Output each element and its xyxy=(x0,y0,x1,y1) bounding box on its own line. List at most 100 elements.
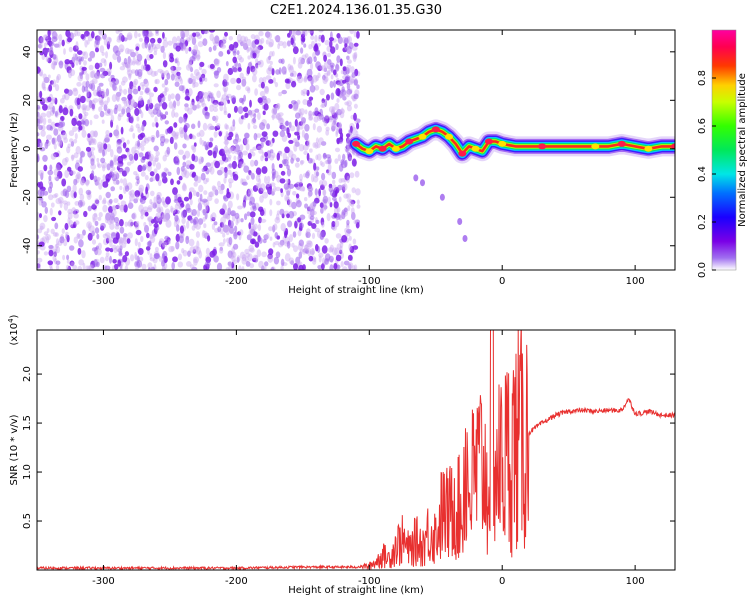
noise-dot xyxy=(174,112,179,118)
carrier-trace-blob xyxy=(671,143,675,150)
noise-dot xyxy=(146,136,152,142)
noise-dot xyxy=(76,171,81,179)
noise-dot xyxy=(137,133,144,141)
snr-panel: -300 -200 -100 0 100 0.51.01.52.0 Height of … xyxy=(7,314,676,596)
noise-dot xyxy=(140,209,146,215)
noise-dot xyxy=(286,199,291,206)
noise-dot xyxy=(62,94,66,100)
noise-dot xyxy=(335,233,342,239)
noise-dot xyxy=(166,127,173,134)
noise-dot xyxy=(220,183,225,191)
noise-dot xyxy=(80,95,86,104)
noise-dot xyxy=(289,30,296,36)
noise-dot xyxy=(271,114,278,119)
noise-dot xyxy=(80,177,85,186)
noise-dot xyxy=(136,178,140,185)
noise-dot xyxy=(229,146,234,152)
noise-dot xyxy=(246,234,252,241)
noise-dot xyxy=(97,86,102,92)
noise-dot xyxy=(44,141,49,149)
noise-dot xyxy=(335,73,339,78)
noise-dot xyxy=(198,250,203,259)
noise-dot xyxy=(159,114,164,121)
noise-dot xyxy=(211,217,216,222)
noise-dot xyxy=(228,181,232,189)
noise-dot xyxy=(203,91,209,99)
noise-dot xyxy=(311,210,317,216)
noise-dot xyxy=(58,105,63,114)
noise-dot xyxy=(248,170,252,176)
noise-dot xyxy=(257,145,263,150)
noise-dot xyxy=(126,64,131,73)
noise-dot xyxy=(233,243,239,250)
noise-dot xyxy=(184,30,190,38)
y-tick-label: 2.0 xyxy=(22,366,33,382)
noise-dot xyxy=(260,81,265,89)
noise-dot xyxy=(329,62,335,68)
noise-dot xyxy=(321,98,325,104)
noise-dot xyxy=(332,179,336,185)
noise-dot xyxy=(311,173,315,183)
noise-dot xyxy=(345,91,350,98)
noise-dot xyxy=(162,154,167,162)
carrier-trace-blob xyxy=(365,148,374,155)
noise-dot xyxy=(263,103,269,111)
noise-dot xyxy=(133,102,138,108)
noise-dot xyxy=(184,105,190,112)
noise-dot xyxy=(312,142,317,148)
noise-dot xyxy=(230,210,236,217)
noise-dot xyxy=(83,86,89,92)
noise-dot xyxy=(208,191,213,198)
noise-dot xyxy=(255,182,260,189)
noise-dot xyxy=(333,262,338,270)
noise-dot xyxy=(176,180,181,185)
noise-dot xyxy=(264,151,268,158)
noise-dot xyxy=(201,68,207,75)
noise-dot xyxy=(112,237,119,244)
noise-dot xyxy=(62,200,68,205)
noise-dot xyxy=(89,119,93,126)
noise-dot xyxy=(245,143,250,151)
noise-dot xyxy=(141,84,145,90)
noise-dot xyxy=(174,193,178,202)
noise-dot xyxy=(135,221,140,226)
noise-dot xyxy=(254,108,260,113)
noise-dot xyxy=(356,204,361,209)
noise-dot xyxy=(209,137,214,142)
noise-dot xyxy=(121,108,126,115)
noise-dot xyxy=(249,99,252,108)
noise-dot xyxy=(209,33,214,42)
noise-dot xyxy=(301,37,305,42)
noise-dot xyxy=(103,100,109,107)
noise-dot xyxy=(154,116,158,124)
noise-dot xyxy=(64,190,70,199)
noise-dot xyxy=(203,190,208,196)
noise-dot xyxy=(169,52,174,60)
noise-dot xyxy=(132,132,136,139)
colorbar-tick-label: 0.8 xyxy=(697,70,708,86)
noise-dot xyxy=(346,175,350,184)
noise-dot xyxy=(320,141,327,146)
noise-dot xyxy=(55,75,60,84)
noise-dot xyxy=(42,154,48,162)
noise-dot xyxy=(270,267,275,270)
noise-dot xyxy=(308,44,313,50)
noise-dot xyxy=(138,204,144,213)
noise-dot xyxy=(61,228,65,234)
noise-dot xyxy=(331,122,337,130)
noise-dot xyxy=(295,30,302,36)
noise-dot xyxy=(67,37,72,43)
noise-dot xyxy=(317,72,321,79)
noise-dot xyxy=(75,59,79,66)
noise-dot xyxy=(204,111,210,120)
noise-dot xyxy=(122,142,127,149)
noise-dot xyxy=(37,263,41,269)
noise-dot xyxy=(302,99,308,105)
noise-dot xyxy=(340,178,346,183)
noise-dot xyxy=(276,102,280,111)
noise-dot xyxy=(280,188,283,194)
noise-dot xyxy=(193,44,198,53)
carrier-trace-blob xyxy=(498,140,507,147)
noise-dot xyxy=(306,240,312,245)
